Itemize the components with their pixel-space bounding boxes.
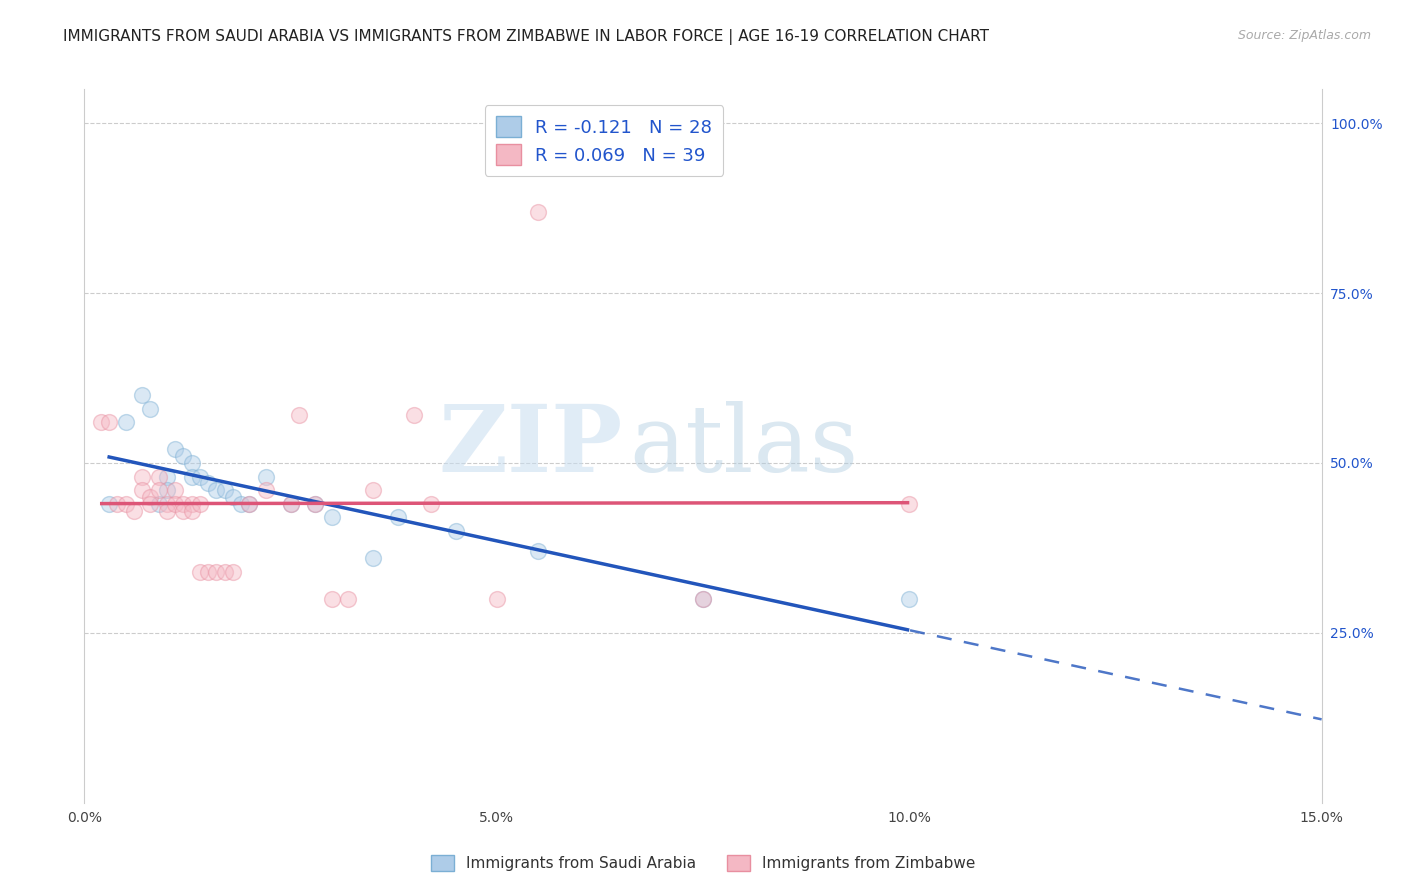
Point — [197, 565, 219, 579]
Point — [188, 469, 211, 483]
Point — [404, 409, 426, 423]
Point — [197, 476, 219, 491]
Point — [222, 565, 245, 579]
Point — [148, 469, 170, 483]
Point — [238, 497, 260, 511]
Point — [148, 497, 170, 511]
Point — [98, 415, 121, 429]
Point — [205, 483, 228, 498]
Point — [527, 204, 550, 219]
Point — [131, 388, 153, 402]
Text: ZIP: ZIP — [439, 401, 623, 491]
Point — [139, 497, 162, 511]
Point — [156, 469, 179, 483]
Point — [114, 497, 136, 511]
Point — [188, 565, 211, 579]
Point — [131, 469, 153, 483]
Text: atlas: atlas — [628, 401, 858, 491]
Point — [90, 415, 112, 429]
Point — [898, 591, 921, 606]
Point — [304, 497, 326, 511]
Point — [180, 497, 202, 511]
Point — [321, 510, 343, 524]
Point — [229, 497, 252, 511]
Point — [214, 565, 236, 579]
Point — [148, 483, 170, 498]
Text: Source: ZipAtlas.com: Source: ZipAtlas.com — [1237, 29, 1371, 42]
Point — [337, 591, 360, 606]
Point — [361, 483, 384, 498]
Point — [139, 401, 162, 416]
Point — [321, 591, 343, 606]
Legend: Immigrants from Saudi Arabia, Immigrants from Zimbabwe: Immigrants from Saudi Arabia, Immigrants… — [425, 849, 981, 877]
Point — [205, 565, 228, 579]
Point — [222, 490, 245, 504]
Point — [114, 415, 136, 429]
Point — [98, 497, 121, 511]
Point — [165, 442, 187, 457]
Point — [692, 591, 714, 606]
Point — [527, 544, 550, 558]
Point — [156, 503, 179, 517]
Point — [180, 503, 202, 517]
Point — [485, 591, 508, 606]
Point — [165, 497, 187, 511]
Point — [238, 497, 260, 511]
Point — [444, 524, 467, 538]
Text: IMMIGRANTS FROM SAUDI ARABIA VS IMMIGRANTS FROM ZIMBABWE IN LABOR FORCE | AGE 16: IMMIGRANTS FROM SAUDI ARABIA VS IMMIGRAN… — [63, 29, 990, 45]
Point — [304, 497, 326, 511]
Point — [692, 591, 714, 606]
Point — [156, 497, 179, 511]
Point — [419, 497, 441, 511]
Legend: R = -0.121   N = 28, R = 0.069   N = 39: R = -0.121 N = 28, R = 0.069 N = 39 — [485, 105, 723, 176]
Point — [139, 490, 162, 504]
Point — [105, 497, 128, 511]
Point — [280, 497, 302, 511]
Point — [280, 497, 302, 511]
Point — [165, 483, 187, 498]
Point — [180, 456, 202, 470]
Point — [172, 503, 194, 517]
Point — [188, 497, 211, 511]
Point — [288, 409, 311, 423]
Point — [172, 449, 194, 463]
Point — [387, 510, 409, 524]
Point — [898, 497, 921, 511]
Point — [122, 503, 145, 517]
Point — [254, 483, 277, 498]
Point — [254, 469, 277, 483]
Point — [361, 551, 384, 566]
Point — [214, 483, 236, 498]
Point — [180, 469, 202, 483]
Point — [156, 483, 179, 498]
Point — [172, 497, 194, 511]
Point — [131, 483, 153, 498]
